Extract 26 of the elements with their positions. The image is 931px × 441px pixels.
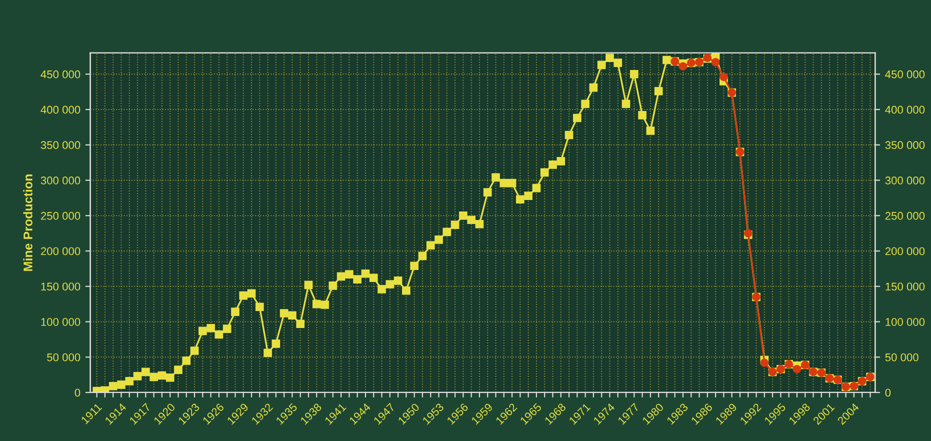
y-tick-label: 50 000 [47, 353, 80, 362]
y-tick-label: 0 [74, 388, 80, 397]
y2-tick-label: 450 000 [885, 70, 925, 78]
y2-tick-label: 400 000 [885, 106, 925, 114]
y-tick-label: 150 000 [41, 282, 80, 291]
y2-tick-label: 50 000 [885, 353, 918, 362]
y-tick-label: 450 000 [40, 70, 80, 78]
point [760, 358, 769, 367]
y2-tick-label: 150 000 [886, 282, 925, 291]
y2-tick-label: 300 000 [885, 176, 925, 184]
point [792, 364, 802, 374]
y2-tick-label: 200 000 [885, 247, 925, 256]
y-tick-label: 300 000 [40, 176, 80, 184]
point [720, 72, 728, 82]
y2-tick-label: 100 000 [886, 318, 925, 326]
y-tick-label: 400 000 [40, 106, 80, 114]
y-tick-label: 250 000 [40, 212, 80, 220]
point [711, 58, 720, 66]
y-tick-label: 350 000 [40, 141, 80, 150]
y2-tick-label: 250 000 [885, 212, 925, 220]
y2-tick-label: 0 [885, 388, 891, 397]
y-tick-label: 100 000 [41, 318, 80, 326]
point [678, 62, 688, 71]
y-axis-title: Mine Production [23, 174, 32, 271]
y2-tick-label: 350 000 [885, 141, 925, 150]
y-tick-label: 200 000 [40, 247, 80, 256]
